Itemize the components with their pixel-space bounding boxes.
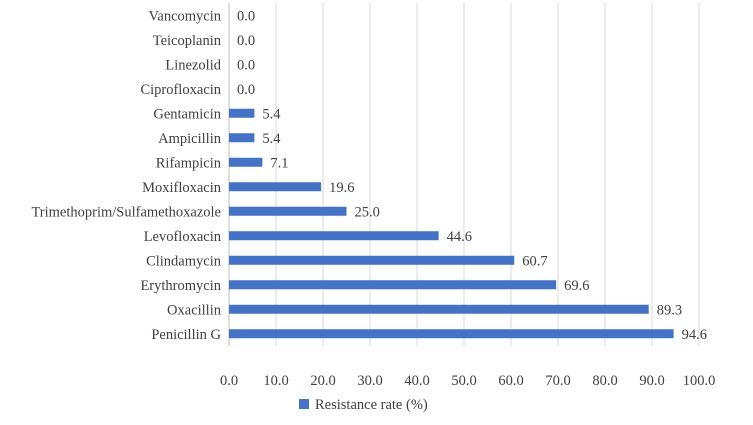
bar [229, 231, 439, 241]
x-tick-label: 0.0 [220, 373, 238, 389]
data-label: 0.0 [237, 8, 255, 24]
bar [229, 206, 347, 216]
x-tick-label: 10.0 [263, 373, 288, 389]
gridlines [228, 3, 700, 346]
category-label: Levofloxacin [144, 229, 222, 245]
x-tick-label: 20.0 [310, 373, 335, 389]
category-label: Oxacillin [167, 302, 222, 318]
category-label: Ampicillin [158, 131, 222, 147]
x-tick-label: 50.0 [451, 373, 476, 389]
data-label: 69.6 [564, 278, 589, 294]
category-label: Teicoplanin [153, 33, 222, 49]
x-tick-label: 40.0 [404, 373, 429, 389]
legend: Resistance rate (%) [299, 397, 428, 413]
legend-label: Resistance rate (%) [315, 397, 428, 413]
data-label: 19.6 [329, 180, 354, 196]
category-label: Ciprofloxacin [140, 82, 221, 98]
x-tick-label: 60.0 [498, 373, 523, 389]
category-label: Vancomycin [149, 8, 222, 24]
x-tick-labels: 0.0 10.0 20.0 30.0 40.0 50.0 60.0 70.0 80.0 90.0 1… [220, 373, 715, 389]
category-label: Trimethoprim/Sulfamethoxazole [31, 204, 221, 220]
x-tick-label: 30.0 [357, 373, 382, 389]
bar [229, 157, 263, 167]
category-label: Gentamicin [153, 106, 221, 122]
data-label: 5.4 [262, 106, 281, 122]
data-label: 44.6 [447, 229, 472, 245]
data-label: 89.3 [657, 302, 682, 318]
category-label: Penicillin G [151, 327, 221, 343]
category-label: Clindamycin [146, 253, 222, 269]
data-label: 7.1 [270, 155, 288, 171]
data-label: 25.0 [355, 204, 380, 220]
legend-swatch [299, 399, 309, 409]
bar [229, 182, 322, 192]
bar [229, 133, 255, 143]
bar [229, 329, 674, 339]
category-label: Erythromycin [140, 278, 221, 294]
data-label: 94.6 [682, 327, 707, 343]
data-label: 60.7 [522, 253, 547, 269]
data-label: 0.0 [237, 57, 255, 73]
x-tick-label: 90.0 [639, 373, 664, 389]
bars [229, 108, 674, 339]
bar [229, 108, 255, 118]
x-tick-label: 80.0 [592, 373, 617, 389]
bar [229, 304, 649, 314]
category-labels: Vancomycin Teicoplanin Linezolid Ciprofloxa… [31, 8, 221, 343]
bar [229, 280, 557, 290]
x-tick-label: 100.0 [683, 373, 716, 389]
data-label: 0.0 [237, 33, 255, 49]
category-label: Linezolid [165, 57, 221, 73]
category-label: Rifampicin [156, 155, 222, 171]
data-label: 5.4 [262, 131, 281, 147]
category-label: Moxifloxacin [142, 180, 222, 196]
x-tick-label: 70.0 [545, 373, 570, 389]
data-label: 0.0 [237, 82, 255, 98]
data-labels: 0.0 0.0 0.0 0.0 5.4 5.4 7.1 19.625.0 44.6 60.7 69.… [237, 8, 707, 343]
bar [229, 255, 515, 265]
